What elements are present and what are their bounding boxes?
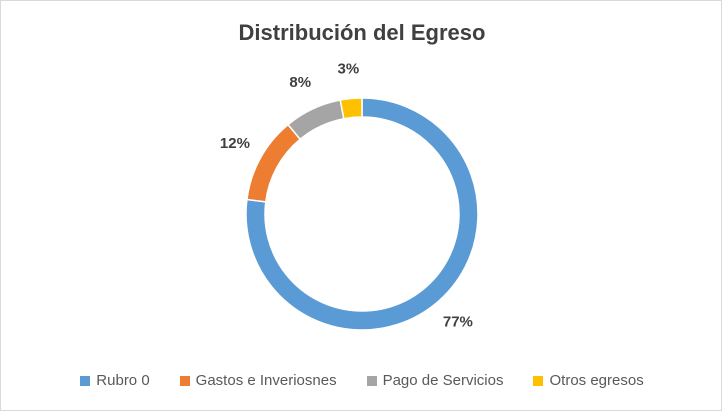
legend-item-rubro-0: Rubro 0 (80, 372, 150, 389)
legend-label: Gastos e Inveriosnes (195, 372, 337, 389)
donut-slice-gastos-e-inveriosnes (246, 123, 302, 203)
donut-slice-rubro-0 (245, 97, 479, 331)
donut-slice-pago-de-servicios (287, 99, 345, 141)
chart-legend: Rubro 0 Gastos e Inveriosnes Pago de Ser… (0, 372, 724, 389)
legend-swatch (533, 375, 544, 386)
legend-item-pago-de-servicios: Pago de Servicios (366, 372, 504, 389)
legend-label: Pago de Servicios (382, 372, 504, 389)
chart-title: Distribución del Egreso (238, 20, 486, 45)
legend-swatch (366, 375, 377, 386)
legend-swatch (179, 375, 190, 386)
legend-label: Otros egresos (549, 372, 644, 389)
legend-item-gastos-e-inveriosnes: Gastos e Inveriosnes (179, 372, 337, 389)
data-label-rubro-0: 77% (443, 314, 473, 331)
legend-item-otros-egresos: Otros egresos (533, 372, 644, 389)
data-label-otros-egresos: 3% (338, 61, 360, 78)
data-label-gastos-e-inveriosnes: 12% (220, 135, 250, 152)
legend-label: Rubro 0 (96, 372, 150, 389)
data-label-pago-de-servicios: 8% (289, 74, 311, 91)
donut-slice-otros-egresos (339, 97, 363, 120)
legend-swatch (80, 375, 91, 386)
